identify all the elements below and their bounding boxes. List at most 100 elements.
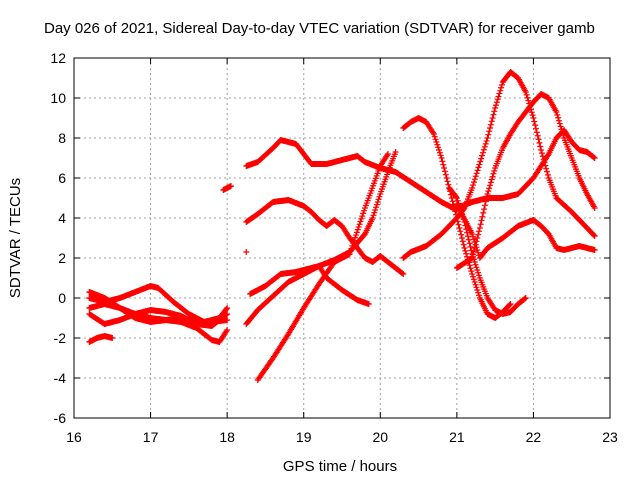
data-point [490,111,497,118]
plot-frame [73,57,611,419]
data-point [223,306,230,313]
data-point [522,89,529,95]
data-point [497,87,504,94]
data-point [475,292,482,299]
data-point [475,289,482,296]
data-point [479,149,486,156]
data-point [475,231,482,238]
data-point [523,91,530,98]
data-point [452,208,459,215]
x-tick-label: 21 [449,429,465,445]
data-point [485,188,492,195]
data-point [494,96,501,103]
data-point [352,232,359,239]
data-point [466,240,473,247]
x-tick-label: 20 [372,429,388,445]
data-point [369,215,376,221]
data-point [536,139,543,146]
data-point [521,295,528,302]
data-point [354,226,361,233]
data-point [476,161,483,168]
data-point [470,233,477,240]
data-point [227,183,234,189]
data-point [465,236,472,243]
data-point [453,193,460,200]
data-point [477,158,484,165]
data-point [376,193,383,200]
data-point [470,179,477,186]
data-point [486,128,493,135]
data-point [475,164,482,171]
data-point [471,259,478,265]
data-point [471,279,478,285]
data-point [489,115,496,121]
data-point [464,233,471,240]
data-point [462,247,469,254]
data-point [347,248,354,255]
data-point [458,231,465,238]
data-point [356,221,363,228]
data-point [483,137,490,144]
data-point [449,198,456,205]
data-point [435,147,442,153]
data-point [557,123,564,130]
data-point [529,112,536,119]
data-point [532,122,539,129]
data-point [591,205,598,211]
tick-layer: 16 17 18 19 20 21 22 23 -6 -4 -2 0 2 4 6 8 10 12 [50,50,618,445]
data-point [472,261,479,268]
data-point [484,135,491,141]
data-point [357,218,364,225]
data-point [361,207,368,214]
series-sat-n [400,69,598,261]
data-point [472,281,479,288]
data-point [349,242,356,249]
data-point [434,141,441,148]
data-point [472,241,479,248]
data-point [487,182,494,189]
data-point [507,301,514,307]
series-sat-r [453,201,598,261]
data-point [372,207,379,213]
data-point [491,108,498,115]
data-point [475,269,482,276]
data-point [532,125,539,132]
data-point [348,245,355,252]
data-point [591,155,598,161]
data-point [554,111,561,118]
data-point [469,185,476,191]
data-point [591,233,598,239]
data-point [370,212,377,219]
data-point [435,144,442,151]
data-point [450,201,457,208]
series-sat-h [243,137,460,213]
data-point [441,168,448,175]
data-point [453,195,460,201]
data-point [489,173,496,180]
data-point [543,165,550,172]
data-point [346,251,353,257]
data-point [522,295,529,301]
x-tick-label: 23 [602,429,618,445]
data-point [399,270,406,277]
data-point [539,153,546,160]
data-point [544,171,551,178]
data-point [479,213,486,220]
data-point [474,287,481,293]
data-point [492,105,499,111]
data-point [473,170,480,177]
y-tick-label: 4 [58,210,66,226]
data-point [371,209,378,216]
data-point [487,179,494,186]
data-point [359,213,366,220]
data-point [479,152,486,159]
data-point [384,151,391,157]
data-point [223,311,230,318]
data-point [473,244,480,251]
y-tick-label: 6 [58,170,66,186]
data-point [495,93,502,100]
data-point [470,276,477,283]
data-point [444,178,451,185]
data-point [498,84,505,91]
data-point [544,168,551,175]
